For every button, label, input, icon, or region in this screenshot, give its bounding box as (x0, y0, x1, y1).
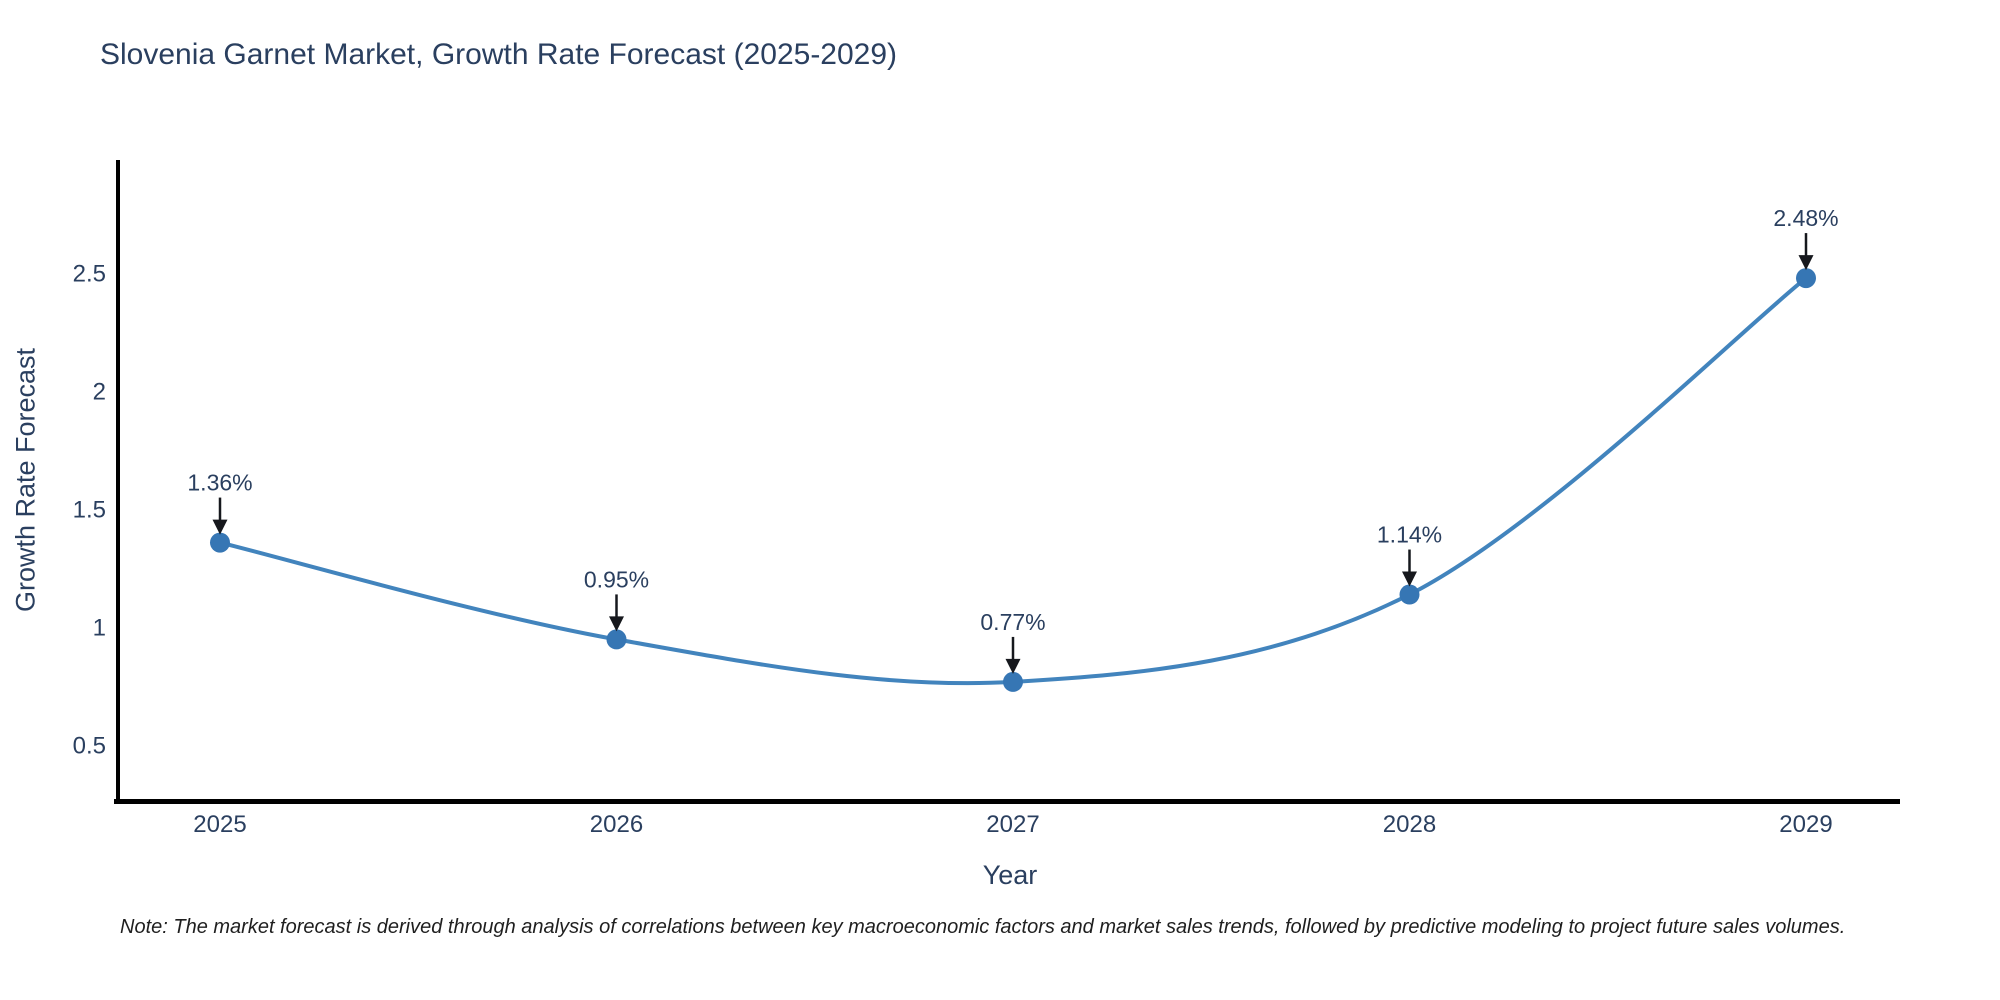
y-axis-title: Growth Rate Forecast (10, 347, 41, 613)
annotation-label: 2.48% (1773, 205, 1838, 231)
x-tick-label: 2028 (1383, 811, 1436, 838)
annotation-arrowhead (1402, 571, 1417, 587)
data-point-marker-2029 (1796, 268, 1816, 289)
annotation-label: 1.14% (1377, 522, 1442, 548)
data-point-marker-2026 (606, 629, 627, 650)
x-tick-label: 2026 (590, 811, 643, 838)
y-axis-line (116, 160, 120, 803)
annotation-arrowhead (212, 519, 228, 535)
x-tick-label: 2029 (1779, 811, 1832, 838)
annotation-arrowhead (609, 616, 624, 632)
y-tick-label: 2.5 (73, 260, 106, 287)
x-axis-title: Year (982, 860, 1038, 890)
x-axis-line (114, 799, 1900, 804)
annotation-label: 0.77% (980, 609, 1045, 635)
footnote: Note: The market forecast is derived thr… (120, 916, 1846, 938)
annotation-arrowhead (1798, 255, 1814, 271)
annotation-label: 0.95% (584, 566, 649, 592)
data-point-marker-2028 (1399, 584, 1420, 605)
chart-title: Slovenia Garnet Market, Growth Rate Fore… (100, 38, 898, 71)
data-point-marker-2025 (210, 532, 230, 553)
y-tick-label: 0.5 (73, 733, 106, 760)
annotation-arrowhead (1005, 658, 1021, 674)
y-tick-label: 2 (93, 378, 106, 405)
annotation-label: 1.36% (187, 470, 252, 496)
x-tick-label: 2027 (986, 811, 1039, 838)
data-point-marker-2027 (1003, 671, 1023, 692)
x-tick-label: 2025 (193, 811, 246, 838)
y-tick-label: 1.5 (73, 497, 106, 524)
y-tick-label: 1 (93, 615, 106, 642)
